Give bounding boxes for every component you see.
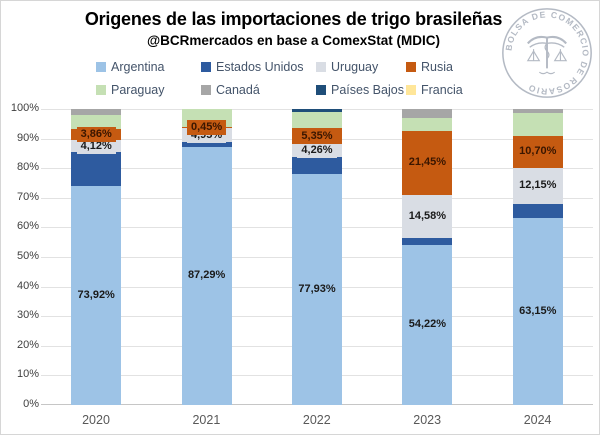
- segment-rusia-2023: 21,45%: [402, 131, 453, 195]
- data-label-rusia-2021: 0,45%: [186, 119, 227, 135]
- legend-label: Argentina: [111, 60, 165, 74]
- data-label-rusia-2020: 3,86%: [76, 127, 116, 143]
- segment-rusia-2020: 3,86%: [71, 127, 122, 143]
- legend-swatch-icon: [316, 62, 326, 72]
- chart-title: Origenes de las importaciones de trigo b…: [84, 9, 503, 29]
- data-label-uruguay-2022: 4,26%: [297, 143, 337, 159]
- legend-label: Estados Unidos: [216, 60, 304, 74]
- plot-area: 73,92% 4,12%3,86% 87,29%4,95%0,45% 77,93% 4,…: [41, 109, 593, 405]
- x-axis-label-2021: 2021: [192, 413, 221, 427]
- segment-paraguay-2024: [512, 112, 563, 136]
- segment-paises-bajos-2022: [292, 109, 342, 113]
- x-axis-label-2022: 2022: [302, 413, 331, 427]
- y-axis-tick: 60%: [16, 220, 39, 233]
- data-label-uruguay-2023: 14,58%: [404, 208, 451, 224]
- legend-label: Países Bajos: [331, 83, 404, 97]
- segment-argentina-2022: 77,93%: [292, 174, 342, 405]
- x-axis-label-2024: 2024: [523, 413, 552, 427]
- data-label-rusia-2024: 10,70%: [515, 144, 561, 160]
- legend-item-canada: Canadá: [201, 82, 260, 98]
- y-axis-tick: 100%: [10, 102, 39, 114]
- segment-estados-unidos-2020: [71, 152, 122, 187]
- legend-label: Canadá: [216, 83, 260, 97]
- segment-uruguay-2023: 14,58%: [402, 194, 453, 238]
- y-axis-tick: 90%: [16, 131, 39, 144]
- legend-swatch-icon: [406, 85, 416, 95]
- segment-uruguay-2020: 4,12%: [71, 138, 122, 154]
- segment-uruguay-2024: 12,15%: [512, 167, 563, 204]
- segment-rusia-2022: 5,35%: [292, 128, 342, 145]
- y-axis-tick: 20%: [16, 338, 39, 351]
- segment-argentina-2020: 73,92%: [71, 186, 122, 405]
- legend-label: Francia: [421, 83, 463, 97]
- segment-rusia-2024: 10,70%: [512, 135, 563, 168]
- data-label-argentina-2023: 54,22%: [404, 317, 451, 333]
- segment-estados-unidos-2023: [402, 237, 453, 245]
- legend-item-paraguay: Paraguay: [96, 82, 165, 98]
- legend-label: Paraguay: [111, 83, 165, 97]
- segment-rusia-2021: 0,45%: [181, 119, 232, 135]
- segment-argentina-2021: 87,29%: [181, 146, 232, 405]
- legend-item-paises-bajos: Países Bajos: [316, 82, 404, 98]
- y-axis-tick: 80%: [16, 161, 39, 174]
- legend-swatch-icon: [406, 62, 416, 72]
- legend-swatch-icon: [201, 62, 211, 72]
- legend-label: Rusia: [421, 60, 453, 74]
- data-label-argentina-2024: 63,15%: [515, 304, 561, 320]
- y-axis-tick: 0%: [23, 398, 39, 410]
- segment-estados-unidos-2021: [181, 142, 232, 147]
- y-axis-tick: 40%: [16, 279, 39, 292]
- y-axis-tick: 10%: [16, 368, 39, 381]
- legend-swatch-icon: [96, 62, 106, 72]
- y-axis-tick: 70%: [16, 190, 39, 203]
- segment-canada-2024: [512, 109, 563, 113]
- segment-canada-2023: [402, 109, 453, 118]
- y-axis-tick: 30%: [16, 309, 39, 322]
- legend-item-francia: Francia: [406, 82, 463, 98]
- legend-item-estados-unidos: Estados Unidos: [201, 59, 304, 75]
- x-axis-label-2023: 2023: [413, 413, 442, 427]
- segment-paraguay-2023: [402, 117, 453, 132]
- legend-swatch-icon: [201, 85, 211, 95]
- segment-paraguay-2020: [71, 114, 122, 129]
- legend-label: Uruguay: [331, 60, 379, 74]
- legend-item-rusia: Rusia: [406, 59, 453, 75]
- bar-2024: 63,15% 12,15% 10,70%: [512, 109, 563, 405]
- segment-canada-2020: [71, 109, 122, 115]
- bar-2022: 77,93% 4,26% 5,35%: [292, 109, 342, 405]
- chart-subtitle: @BCRmercados en base a ComexStat (MDIC): [147, 33, 440, 48]
- bar-2023: 54,22% 14,58% 21,45%: [402, 109, 453, 405]
- data-label-argentina-2022: 77,93%: [294, 282, 340, 298]
- data-label-rusia-2022: 5,35%: [297, 128, 337, 144]
- legend-swatch-icon: [96, 85, 106, 95]
- y-axis-tick: 50%: [16, 250, 39, 262]
- bcr-rosario-logo: BOLSA DE COMERCIO DE ROSARIO: [499, 5, 595, 101]
- segment-argentina-2024: 63,15%: [512, 218, 563, 405]
- data-label-argentina-2021: 87,29%: [183, 268, 230, 284]
- segment-argentina-2023: 54,22%: [402, 244, 453, 405]
- data-label-uruguay-2024: 12,15%: [515, 178, 561, 194]
- x-axis-label-2020: 2020: [82, 413, 110, 427]
- legend-item-argentina: Argentina: [96, 59, 165, 75]
- segment-uruguay-2022: 4,26%: [292, 143, 342, 159]
- data-label-uruguay-2020: 4,12%: [76, 138, 116, 154]
- bar-2020: 73,92% 4,12% 3,86%: [71, 109, 122, 405]
- seal-icon: BOLSA DE COMERCIO DE ROSARIO: [502, 8, 592, 98]
- legend-item-uruguay: Uruguay: [316, 59, 378, 75]
- data-label-argentina-2020: 73,92%: [73, 288, 119, 304]
- segment-paraguay-2022: [292, 112, 342, 129]
- bar-2021: 87,29%4,95%0,45%: [181, 109, 232, 405]
- segment-estados-unidos-2022: [292, 156, 342, 175]
- data-label-rusia-2023: 21,45%: [404, 155, 451, 171]
- segment-estados-unidos-2024: [512, 203, 563, 219]
- legend-swatch-icon: [316, 85, 326, 95]
